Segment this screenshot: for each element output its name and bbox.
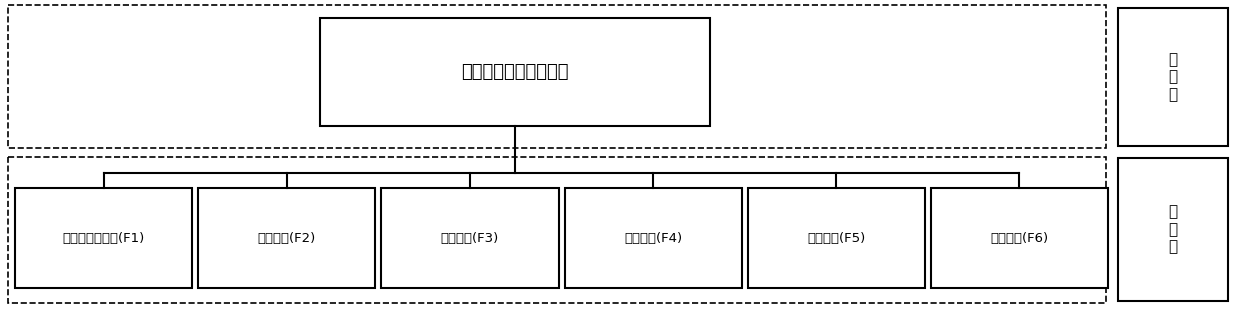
- FancyBboxPatch shape: [15, 188, 192, 288]
- FancyBboxPatch shape: [565, 188, 742, 288]
- Text: 生态地质环境类型划分: 生态地质环境类型划分: [461, 63, 569, 81]
- FancyBboxPatch shape: [1118, 158, 1228, 301]
- Text: 指
标
层: 指 标 层: [1168, 205, 1177, 254]
- FancyBboxPatch shape: [930, 188, 1108, 288]
- Text: 地形坡度(F3): 地形坡度(F3): [441, 231, 499, 244]
- FancyBboxPatch shape: [1118, 8, 1228, 146]
- FancyBboxPatch shape: [747, 188, 924, 288]
- Text: 目
标
层: 目 标 层: [1168, 52, 1177, 102]
- FancyBboxPatch shape: [382, 188, 559, 288]
- Text: 植被归一化指数(F1): 植被归一化指数(F1): [62, 231, 145, 244]
- Text: 地貌类型(F5): 地貌类型(F5): [807, 231, 865, 244]
- FancyBboxPatch shape: [320, 18, 710, 126]
- Text: 地表高程(F2): 地表高程(F2): [258, 231, 316, 244]
- Text: 地表岩性(F4): 地表岩性(F4): [624, 231, 683, 244]
- Text: 水系河网(F6): 水系河网(F6): [990, 231, 1048, 244]
- FancyBboxPatch shape: [198, 188, 375, 288]
